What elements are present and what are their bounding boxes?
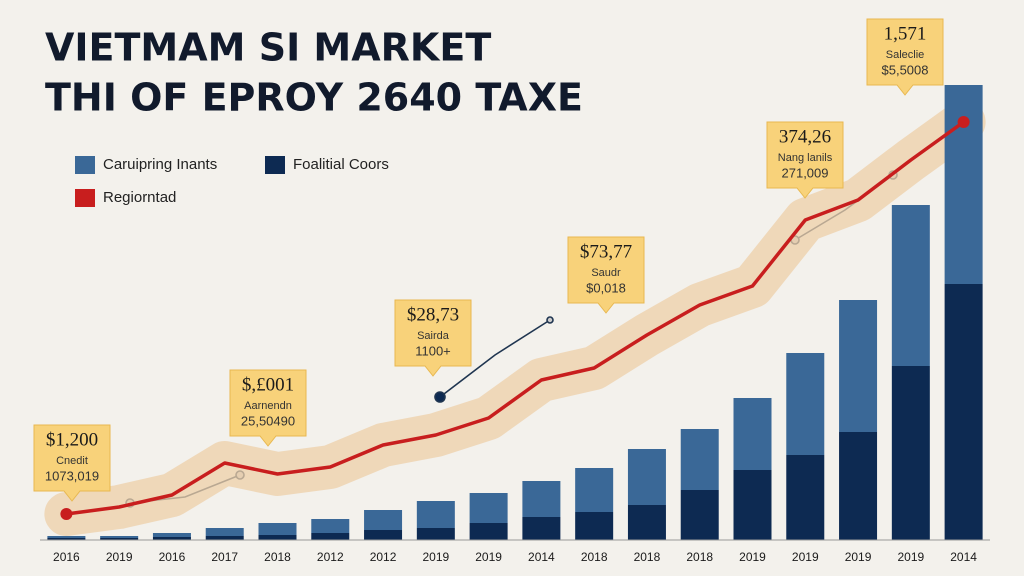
x-tick-label: 2012 <box>370 550 397 564</box>
bar <box>416 528 455 540</box>
bar <box>627 449 666 505</box>
callout-box <box>567 236 645 314</box>
callout-value: 1,571 <box>884 23 927 44</box>
x-tick-label: 2016 <box>53 550 80 564</box>
callout-sub: $5,5008 <box>882 62 929 77</box>
bar <box>680 490 719 540</box>
x-tick-label: 2019 <box>106 550 133 564</box>
bar <box>575 468 614 512</box>
legend-label: Foalitial Coors <box>293 156 389 173</box>
callout-value: $28,73 <box>407 304 459 325</box>
callout-box <box>33 424 111 502</box>
x-tick-label: 2019 <box>422 550 449 564</box>
bar <box>47 536 86 538</box>
bar <box>786 353 825 455</box>
legend-swatch <box>75 156 95 174</box>
line <box>66 120 965 516</box>
x-tick-label: 2012 <box>317 550 344 564</box>
bar <box>680 429 719 490</box>
x-tick-label: 2019 <box>792 550 819 564</box>
bar <box>100 536 139 538</box>
callout-label: Nang lanils <box>778 152 833 164</box>
bar <box>311 519 350 533</box>
bar <box>522 481 561 517</box>
bar <box>522 517 561 540</box>
x-tick-label: 2019 <box>739 550 766 564</box>
callout-sub: 1100+ <box>415 343 451 358</box>
callout-box <box>394 299 472 377</box>
callout: 1,571 Saleclie$5,5008 <box>866 18 944 96</box>
x-tick-label: 2018 <box>581 550 608 564</box>
callout-box <box>229 369 307 447</box>
legend-label: Caruipring Inants <box>103 156 217 173</box>
callout-label: Cnedit <box>56 455 88 467</box>
callout-value: $73,77 <box>580 241 632 262</box>
callout-label: Saleclie <box>886 49 925 61</box>
bar <box>152 537 191 540</box>
x-tick-label: 2016 <box>159 550 186 564</box>
chart-subtitle: THI OF EPROY 2640 TAXE <box>45 76 583 120</box>
bar <box>205 528 244 536</box>
bar <box>469 493 508 523</box>
bar <box>733 398 772 470</box>
callout-sub: 25,50490 <box>241 413 295 428</box>
x-tick-label: 2014 <box>950 550 977 564</box>
x-tick-label: 2017 <box>211 550 238 564</box>
callout-value: 374,26 <box>779 126 831 147</box>
bar <box>416 501 455 528</box>
bar <box>152 533 191 537</box>
callout-label: Aarnendn <box>244 400 292 412</box>
callout-sub: $0,018 <box>586 280 626 295</box>
bar <box>891 205 930 366</box>
x-tick-label: 2019 <box>845 550 872 564</box>
bar <box>839 300 878 432</box>
bar <box>944 85 983 284</box>
callout-box <box>866 18 944 96</box>
bar <box>258 535 297 540</box>
bar <box>100 538 139 540</box>
bar <box>627 505 666 540</box>
bar <box>891 366 930 540</box>
bar <box>575 512 614 540</box>
x-tick-label: 2019 <box>475 550 502 564</box>
line-point <box>60 508 73 520</box>
bar <box>47 538 86 540</box>
bar <box>839 432 878 540</box>
legend-label: Regiorntad <box>103 189 176 206</box>
callout-label: Sairda <box>417 330 450 342</box>
legend-swatch <box>265 156 285 174</box>
bar <box>786 455 825 540</box>
callout-sub: 1073,019 <box>45 468 99 483</box>
callout-sub: 271,009 <box>782 165 829 180</box>
bar <box>205 536 244 540</box>
x-tick-label: 2019 <box>897 550 924 564</box>
bar <box>364 510 403 530</box>
bar <box>944 284 983 540</box>
callout-box <box>766 121 844 199</box>
callout-label: Saudr <box>591 267 621 279</box>
bar <box>258 523 297 535</box>
x-tick-label: 2018 <box>264 550 291 564</box>
callout-value: $,£001 <box>242 374 294 395</box>
bar <box>364 530 403 540</box>
callout-value: $1,200 <box>46 429 98 450</box>
line-point <box>957 116 970 128</box>
callout: $73,77 Saudr$0,018 <box>567 236 645 314</box>
bar <box>733 470 772 540</box>
x-tick-label: 2018 <box>634 550 661 564</box>
legend-swatch <box>75 189 95 207</box>
chart-title: VIETMAM SI MARKET <box>45 26 491 70</box>
bar <box>469 523 508 540</box>
x-tick-label: 2018 <box>686 550 713 564</box>
bar <box>311 533 350 540</box>
x-tick-label: 2014 <box>528 550 555 564</box>
